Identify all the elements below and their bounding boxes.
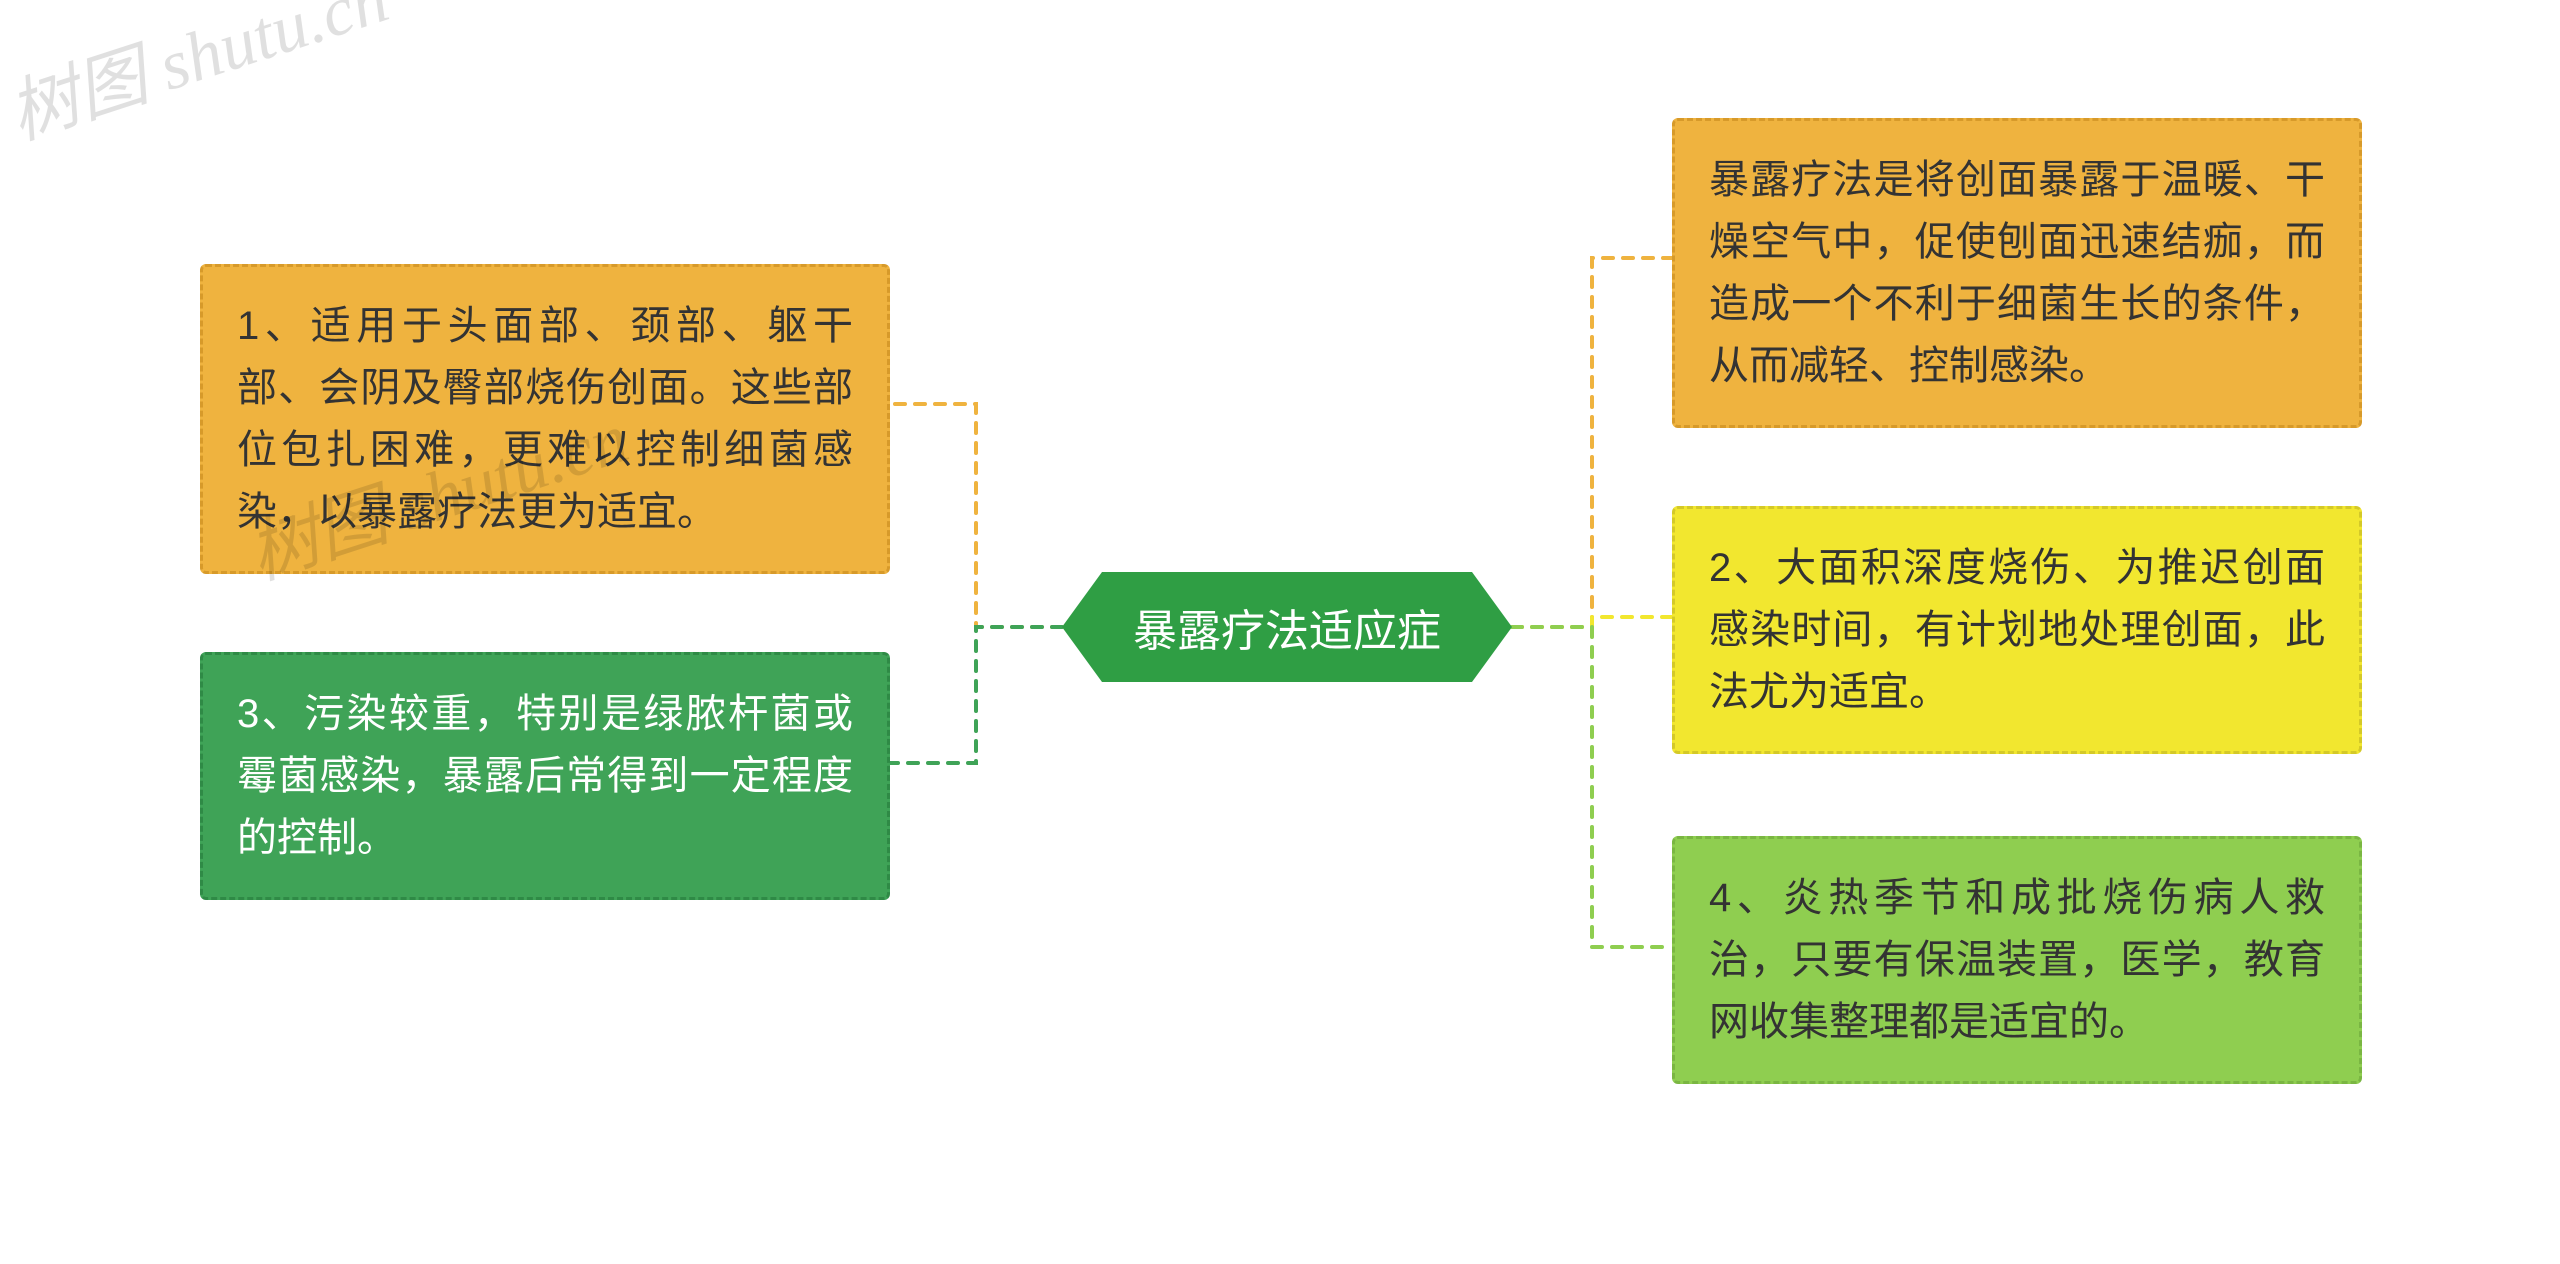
watermark-2-text: 树图 shutu.cn [0,0,397,154]
node-3-text: 3、污染较重，特别是绿脓杆菌或霉菌感染，暴露后常得到一定程度的控制。 [237,692,853,860]
watermark-2: 树图 shutu.cn [0,0,399,159]
node-4: 4、炎热季节和成批烧伤病人救治，只要有保温装置，医学，教育网收集整理都是适宜的。 [1672,836,2362,1084]
node-intro: 暴露疗法是将创面暴露于温暖、干燥空气中，促使刨面迅速结痂，而造成一个不利于细菌生… [1672,118,2362,428]
node-4-text: 4、炎热季节和成批烧伤病人救治，只要有保温装置，医学，教育网收集整理都是适宜的。 [1709,876,2325,1044]
node-2-text: 2、大面积深度烧伤、为推迟创面感染时间，有计划地处理创面，此法尤为适宜。 [1709,546,2325,714]
node-1: 1、适用于头面部、颈部、躯干部、会阴及臀部烧伤创面。这些部位包扎困难，更难以控制… [200,264,890,574]
center-node: 暴露疗法适应症 [1062,572,1512,682]
mindmap-canvas: 暴露疗法适应症 暴露疗法是将创面暴露于温暖、干燥空气中，促使刨面迅速结痂，而造成… [0,0,2560,1264]
node-1-text: 1、适用于头面部、颈部、躯干部、会阴及臀部烧伤创面。这些部位包扎困难，更难以控制… [237,304,853,534]
node-2: 2、大面积深度烧伤、为推迟创面感染时间，有计划地处理创面，此法尤为适宜。 [1672,506,2362,754]
center-node-text: 暴露疗法适应症 [1133,595,1441,659]
node-intro-text: 暴露疗法是将创面暴露于温暖、干燥空气中，促使刨面迅速结痂，而造成一个不利于细菌生… [1709,158,2325,388]
node-3: 3、污染较重，特别是绿脓杆菌或霉菌感染，暴露后常得到一定程度的控制。 [200,652,890,900]
